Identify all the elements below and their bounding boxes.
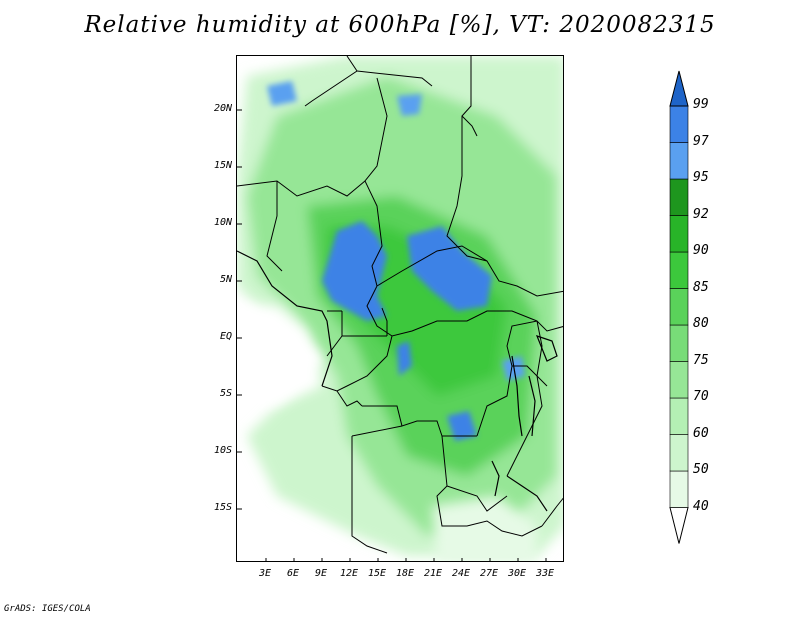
colorbar xyxy=(669,70,689,544)
lat-label-5n: 5N xyxy=(219,274,232,285)
saturated-zone-5 xyxy=(267,81,297,106)
lon-label-27e: 27E xyxy=(479,568,499,579)
lat-label-eq: EQ xyxy=(219,331,232,342)
south-dry-zone xyxy=(432,496,537,561)
colorbar-label-85: 85 xyxy=(693,279,709,295)
colorbar-label-50: 50 xyxy=(693,462,709,477)
colorbar-label-95: 95 xyxy=(693,170,709,185)
colorbar-label-97: 97 xyxy=(693,133,709,149)
lat-label-15s: 15S xyxy=(213,502,232,513)
colorbar-bin-7 xyxy=(669,251,689,289)
colorbar-bin-1 xyxy=(669,470,689,508)
lon-label-15e: 15E xyxy=(367,568,387,579)
colorbar-bin-3 xyxy=(669,397,689,435)
lon-label-21e: 21E xyxy=(423,568,443,579)
colorbar-bin-2 xyxy=(669,434,689,472)
colorbar-label-60: 60 xyxy=(693,425,709,441)
lon-label-33e: 33E xyxy=(535,568,555,579)
grads-credit: GrADS: IGES/COLA xyxy=(4,604,91,614)
saturated-zone-1 xyxy=(322,221,387,321)
lon-label-9e: 9E xyxy=(314,568,328,579)
lon-label-18e: 18E xyxy=(395,568,415,579)
colorbar-bin-8 xyxy=(669,215,689,253)
lon-label-24e: 24E xyxy=(451,568,471,579)
colorbar-label-70: 70 xyxy=(693,389,709,404)
lat-label-10s: 10S xyxy=(213,445,232,456)
lat-label-20n: 20N xyxy=(213,103,232,114)
saturated-zone-4 xyxy=(447,411,477,441)
colorbar-label-99: 99 xyxy=(693,97,709,112)
colorbar-label-40: 40 xyxy=(693,498,709,514)
humidity-field-west-blank xyxy=(237,306,537,561)
lat-label-10n: 10N xyxy=(213,217,232,228)
colorbar-bin-5 xyxy=(669,324,689,362)
map-ticks xyxy=(237,109,547,561)
colorbar-bin-10 xyxy=(669,142,689,180)
colorbar-label-92: 92 xyxy=(693,206,709,222)
saturated-zone-6 xyxy=(397,94,422,116)
colorbar-label-90: 90 xyxy=(693,243,709,258)
map-title: Relative humidity at 600hPa [%], VT: 202… xyxy=(84,12,716,38)
colorbar-label-75: 75 xyxy=(693,352,709,368)
map-plot-area xyxy=(236,55,564,562)
saturated-zone-2 xyxy=(407,226,492,311)
colorbar-bin-9 xyxy=(669,178,689,216)
lon-label-3e: 3E xyxy=(258,568,272,579)
colorbar-bin-6 xyxy=(669,288,689,326)
lakes-and-coast xyxy=(237,250,558,512)
colorbar-bin-4 xyxy=(669,361,689,399)
colorbar-bin-0 xyxy=(669,507,689,544)
lon-label-6e: 6E xyxy=(286,568,300,579)
lat-label-15n: 15N xyxy=(213,160,232,171)
ocean-dry-zone xyxy=(237,306,322,406)
country-boundaries xyxy=(237,56,563,554)
lat-label-5s: 5S xyxy=(219,388,232,399)
colorbar-label-80: 80 xyxy=(693,316,709,331)
humidity-95plus xyxy=(267,81,525,441)
saturated-zone-3 xyxy=(397,341,412,376)
colorbar-bin-12 xyxy=(669,70,689,107)
lon-label-12e: 12E xyxy=(339,568,359,579)
colorbar-bin-11 xyxy=(669,105,689,143)
lon-label-30e: 30E xyxy=(507,568,527,579)
